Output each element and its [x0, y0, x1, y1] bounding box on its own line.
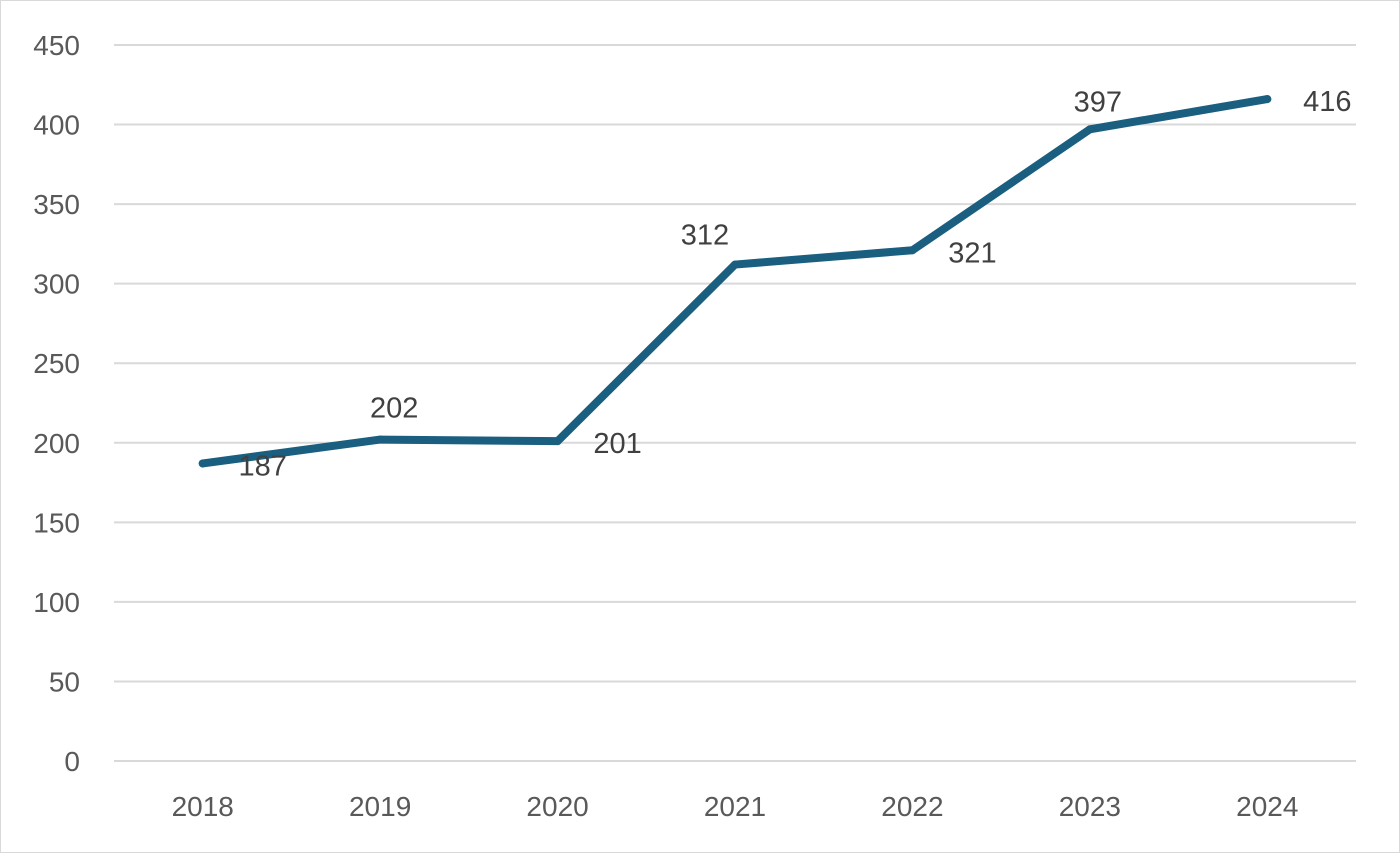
- data-point-2023: [1085, 125, 1094, 134]
- data-point-2024: [1263, 95, 1272, 104]
- y-tick-label: 200: [33, 428, 80, 459]
- gridlines: [114, 44, 1356, 762]
- data-point-2021: [731, 260, 739, 269]
- y-tick-label: 250: [33, 348, 80, 379]
- x-axis-tick-labels: 2018 2019 2020 2021 2022 2023 2024: [172, 791, 1299, 822]
- data-point-2020: [553, 437, 562, 446]
- y-axis-tick-labels: 0 50 100 150 200 250 300 350 400 450: [33, 30, 80, 777]
- x-tick-label: 2024: [1236, 791, 1298, 822]
- y-tick-label: 400: [33, 110, 80, 141]
- x-tick-label: 2018: [172, 791, 234, 822]
- y-tick-label: 100: [33, 587, 80, 618]
- data-label-2024: 416: [1303, 86, 1351, 118]
- x-tick-label: 2021: [704, 791, 766, 822]
- x-tick-label: 2019: [349, 791, 411, 822]
- data-point-2019: [376, 435, 385, 444]
- data-point-2018: [198, 459, 207, 468]
- data-label-2019: 202: [370, 393, 418, 425]
- series-group: [198, 95, 1272, 468]
- data-point-2022: [908, 246, 917, 255]
- x-tick-label: 2023: [1059, 791, 1121, 822]
- y-tick-label: 300: [33, 269, 80, 300]
- data-label-2023: 397: [1074, 86, 1122, 118]
- data-labels: 187 202 201 312 321 397 416: [239, 86, 1352, 482]
- data-label-2020: 201: [593, 428, 641, 460]
- y-tick-label: 0: [64, 746, 80, 777]
- y-tick-label: 350: [33, 189, 80, 220]
- y-tick-label: 150: [33, 507, 80, 538]
- x-tick-label: 2020: [526, 791, 588, 822]
- data-label-2022: 321: [948, 237, 996, 269]
- data-label-2018: 187: [239, 450, 287, 482]
- y-tick-label: 450: [33, 30, 80, 61]
- x-tick-label: 2022: [881, 791, 943, 822]
- data-label-2021: 312: [681, 220, 729, 252]
- series-line: [198, 95, 1272, 468]
- y-tick-label: 50: [49, 666, 80, 697]
